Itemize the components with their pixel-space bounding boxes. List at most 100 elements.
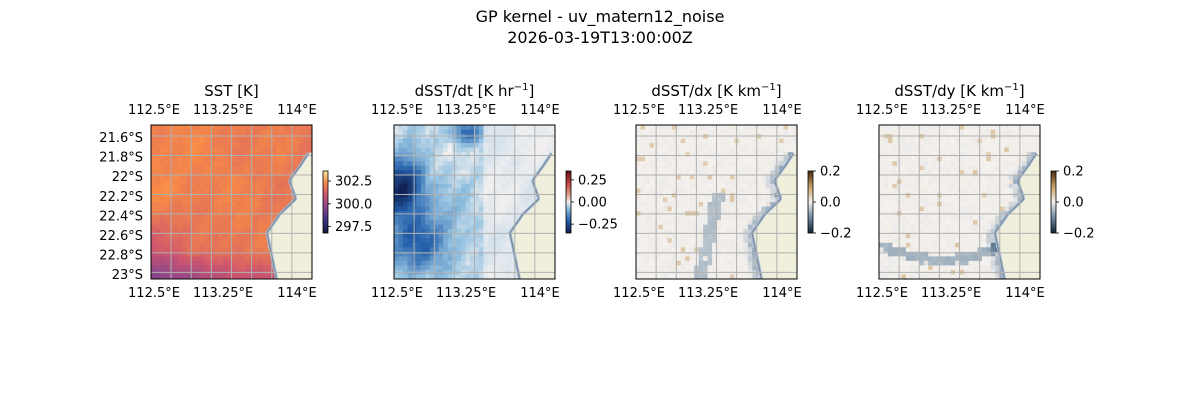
heatmap-cell bbox=[941, 238, 947, 244]
heatmap-cell bbox=[159, 179, 166, 185]
heatmap-cell bbox=[738, 220, 744, 226]
heatmap-cell bbox=[182, 165, 188, 171]
heatmap-cell bbox=[887, 224, 894, 230]
heatmap-cell bbox=[649, 197, 655, 203]
heatmap-cell bbox=[505, 138, 511, 144]
heatmap-cell bbox=[537, 134, 543, 140]
heatmap-cell bbox=[505, 125, 511, 131]
heatmap-cell bbox=[932, 138, 938, 144]
heatmap-cell bbox=[227, 206, 233, 212]
heatmap-cell bbox=[461, 152, 467, 158]
heatmap-cell bbox=[394, 229, 400, 235]
heatmap-cell bbox=[689, 156, 695, 162]
heatmap-cell bbox=[725, 147, 731, 153]
heatmap-cell bbox=[932, 202, 938, 208]
heatmap-cell bbox=[394, 147, 400, 153]
heatmap-cell bbox=[461, 179, 467, 185]
heatmap-cell bbox=[244, 138, 250, 144]
heatmap-cell bbox=[756, 192, 762, 199]
heatmap-cell bbox=[658, 161, 664, 167]
heatmap-cell bbox=[955, 152, 961, 158]
heatmap-cell bbox=[919, 179, 925, 185]
heatmap-cell bbox=[155, 143, 161, 149]
heatmap-cell bbox=[738, 147, 744, 153]
heatmap-cell bbox=[914, 170, 920, 176]
heatmap-cell bbox=[398, 265, 404, 271]
heatmap-cell bbox=[402, 165, 409, 171]
heatmap-cell bbox=[528, 170, 534, 176]
heatmap-cell bbox=[995, 174, 1001, 180]
heatmap-cell bbox=[707, 215, 713, 221]
heatmap-cell bbox=[946, 256, 952, 262]
heatmap-cell bbox=[761, 202, 767, 208]
heatmap-cell bbox=[501, 156, 507, 162]
heatmap-cell bbox=[946, 229, 952, 235]
heatmap-cell bbox=[191, 156, 197, 162]
heatmap-cell bbox=[240, 251, 246, 257]
heatmap-cell bbox=[267, 129, 273, 135]
heatmap-cell bbox=[756, 170, 762, 176]
heatmap-cell bbox=[438, 170, 444, 176]
heatmap-cell bbox=[227, 161, 233, 167]
heatmap-cell bbox=[218, 138, 224, 144]
heatmap-cell bbox=[981, 256, 987, 262]
heatmap-cell bbox=[914, 251, 920, 257]
heatmap-cell bbox=[963, 229, 970, 235]
heatmap-cell bbox=[640, 251, 646, 257]
heatmap-cell bbox=[483, 170, 489, 176]
heatmap-cell bbox=[743, 224, 749, 230]
heatmap-cell bbox=[182, 274, 188, 279]
heatmap-cell bbox=[725, 215, 731, 221]
heatmap-cell bbox=[394, 152, 400, 158]
heatmap-cell bbox=[307, 147, 312, 153]
heatmap-cell bbox=[720, 265, 727, 271]
heatmap-cell bbox=[703, 229, 709, 235]
heatmap-cell bbox=[640, 215, 646, 221]
heatmap-cell bbox=[429, 256, 435, 262]
heatmap-cell bbox=[258, 125, 264, 131]
heatmap-cell bbox=[716, 174, 722, 180]
x-tick-label-top: 113.25°E bbox=[436, 103, 496, 118]
heatmap-cell bbox=[703, 256, 709, 262]
heatmap-cell bbox=[218, 152, 224, 158]
heatmap-cell bbox=[747, 197, 753, 203]
heatmap-cell bbox=[1008, 129, 1014, 135]
heatmap-cell bbox=[151, 224, 157, 230]
heatmap-cell bbox=[262, 134, 268, 140]
heatmap-cell bbox=[182, 129, 188, 135]
heatmap-cell bbox=[720, 233, 727, 239]
heatmap-cell bbox=[662, 224, 668, 230]
heatmap-cell bbox=[425, 197, 431, 203]
heatmap-cell bbox=[941, 220, 947, 226]
heatmap-cell bbox=[950, 220, 956, 226]
heatmap-cell bbox=[959, 125, 965, 131]
heatmap-cell bbox=[155, 156, 161, 162]
heatmap-cell bbox=[164, 274, 170, 279]
heatmap-cell bbox=[262, 242, 268, 248]
heatmap-cell bbox=[478, 256, 485, 262]
heatmap-cell bbox=[716, 265, 722, 271]
heatmap-cell bbox=[262, 274, 268, 279]
heatmap-cell bbox=[725, 229, 731, 235]
heatmap-cell bbox=[919, 229, 925, 235]
heatmap-cell bbox=[725, 233, 731, 239]
heatmap-cell bbox=[294, 147, 300, 153]
heatmap-cell bbox=[474, 183, 480, 190]
heatmap-cell bbox=[928, 147, 934, 153]
heatmap-cell bbox=[743, 256, 749, 262]
heatmap-cell bbox=[716, 156, 722, 162]
heatmap-cell bbox=[1035, 125, 1040, 131]
heatmap-cell bbox=[972, 265, 978, 271]
heatmap-cell bbox=[519, 174, 525, 180]
heatmap-cell bbox=[905, 220, 911, 226]
heatmap-cell bbox=[689, 224, 695, 230]
heatmap-cell bbox=[425, 224, 431, 230]
heatmap-cell bbox=[640, 220, 646, 226]
heatmap-cell bbox=[667, 129, 673, 135]
heatmap-cell bbox=[407, 197, 413, 203]
heatmap-cell bbox=[981, 274, 987, 279]
heatmap-cell bbox=[662, 229, 668, 235]
heatmap-cell bbox=[959, 233, 965, 239]
heatmap-cell bbox=[218, 170, 224, 176]
heatmap-cell bbox=[729, 143, 735, 149]
